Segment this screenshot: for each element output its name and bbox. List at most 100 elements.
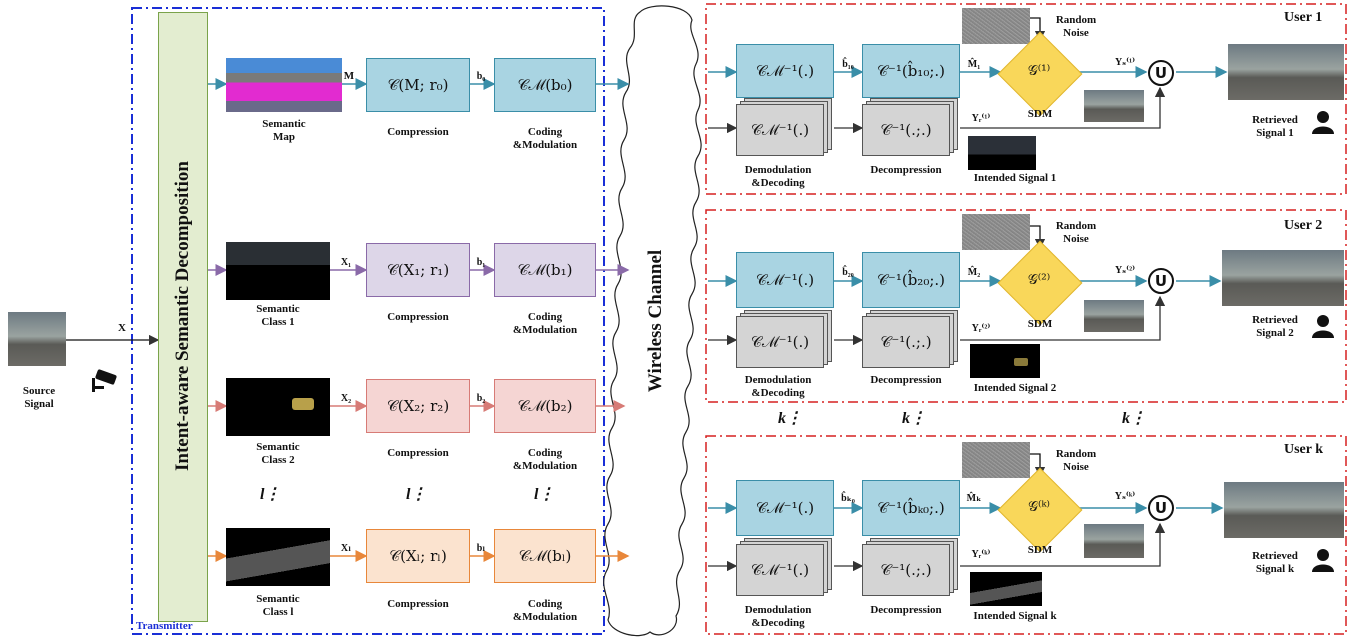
userk-decomp-label: Decompression — [870, 604, 942, 616]
cm-box-2: 𝒞ℳ(b₂) — [494, 379, 596, 433]
compression-label-0: Compression — [387, 126, 449, 138]
userk-intended-label: Intended Signal k — [973, 610, 1057, 622]
userk-yr: Yᵣ⁽ᵏ⁾ — [971, 549, 991, 560]
user2-noise-l1: Random — [1055, 220, 1097, 232]
branch1-in-var: X₁ — [340, 257, 352, 268]
user2-noise-image — [962, 214, 1030, 250]
userk-noise-l2: Noise — [1063, 461, 1089, 473]
user1-retrieved-l1: Retrieved — [1252, 114, 1298, 126]
branch1-img-line2: Class 1 — [261, 316, 295, 328]
coding-label-1-l1: Coding — [527, 311, 563, 323]
user2-decomp-box: 𝒞⁻¹(.;.) — [862, 316, 950, 368]
branchl-img-line2: Class l — [262, 606, 294, 618]
branch2-img-line2: Class 2 — [261, 454, 295, 466]
userk-sdm-label: SDM — [1027, 544, 1053, 556]
source-label-line1: Source — [22, 385, 56, 397]
user2-demod-box: 𝒞ℳ⁻¹(.) — [736, 316, 824, 368]
user2-vehicle-blob — [1014, 358, 1028, 366]
transmitter-frame — [131, 7, 605, 635]
userk-retrieved-l1: Retrieved — [1252, 550, 1298, 562]
user1-retrieved-l2: Signal 1 — [1256, 127, 1294, 139]
user2-c-inv-box: 𝒞⁻¹(b̂₂₀;.) — [862, 252, 960, 308]
userk-demod-box: 𝒞ℳ⁻¹(.) — [736, 544, 824, 596]
userk-bhat: b̂ₖ₀ — [841, 493, 855, 504]
user1-person-icon — [1312, 111, 1334, 134]
branch0-in-var: M — [343, 70, 355, 82]
compress-box-0: 𝒞(M; r₀) — [366, 58, 470, 112]
userk-ys: Yₛ⁽ᵏ⁾ — [1114, 491, 1136, 502]
user1-yr: Yᵣ⁽¹⁾ — [971, 113, 991, 124]
user1-demod-l2: &Decoding — [751, 177, 805, 189]
decomposition-block — [158, 12, 208, 622]
user2-yr: Yᵣ⁽²⁾ — [971, 323, 991, 334]
userk-demod-l1: Demodulation — [744, 604, 812, 616]
vehicle-blob — [292, 398, 314, 410]
user1-noise-l1: Random — [1055, 14, 1097, 26]
user1-decomp-label: Decompression — [870, 164, 942, 176]
branchl-coded-var: bₗ — [476, 543, 486, 554]
userk-union-node: U — [1148, 495, 1174, 521]
compression-label-2: Compression — [387, 447, 449, 459]
branchl-img-line1: Semantic — [256, 593, 300, 605]
branch2-coded-var: b₂ — [476, 393, 486, 404]
branch0-coded-var: b₀ — [476, 71, 486, 82]
cm-box-0: 𝒞ℳ(b₀) — [494, 58, 596, 112]
wireless-channel-label: Wireless Channel — [645, 249, 666, 393]
user2-sdm-output-image — [1084, 300, 1144, 332]
coding-label-l-l2: &Modulation — [512, 611, 578, 623]
compress-box-2: 𝒞(X₂; r₂) — [366, 379, 470, 433]
semantic-class2-image — [226, 378, 330, 436]
branch2-in-var: X₂ — [340, 393, 352, 404]
user2-noise-l2: Noise — [1063, 233, 1089, 245]
user1-bhat: b̂₁₀ — [842, 59, 854, 70]
user1-sdm-label: SDM — [1027, 108, 1053, 120]
user2-demod-l1: Demodulation — [744, 374, 812, 386]
userk-noise-l1: Random — [1055, 448, 1097, 460]
semantic-class1-image — [226, 242, 330, 300]
l-dots-2: l⋮ — [406, 486, 427, 503]
user1-ys: Yₛ⁽¹⁾ — [1114, 57, 1136, 68]
source-label-line2: Signal — [24, 398, 54, 410]
user2-intended-image — [970, 344, 1040, 378]
user2-person-icon — [1312, 315, 1334, 338]
user1-sdm-output-image — [1084, 90, 1144, 122]
user2-intended-label: Intended Signal 2 — [973, 382, 1057, 394]
userk-frame — [705, 435, 1347, 635]
userk-person-icon — [1312, 549, 1334, 572]
user2-cm-inv-box: 𝒞ℳ⁻¹(.) — [736, 252, 834, 308]
user1-mhat: M̂₁ — [967, 59, 981, 70]
branch1-coded-var: b₁ — [476, 257, 486, 268]
user2-retrieved-l2: Signal 2 — [1256, 327, 1294, 339]
k-dots-3: k⋮ — [1122, 410, 1146, 427]
source-var-label: X — [118, 322, 126, 334]
user1-frame — [705, 3, 1347, 195]
user2-retrieved-l1: Retrieved — [1252, 314, 1298, 326]
coding-label-2-l2: &Modulation — [512, 460, 578, 472]
userk-title: User k — [1284, 442, 1324, 457]
coding-label-2-l1: Coding — [527, 447, 563, 459]
user1-demod-box: 𝒞ℳ⁻¹(.) — [736, 104, 824, 156]
user1-retrieved-image — [1228, 44, 1344, 100]
user1-intended-label: Intended Signal 1 — [973, 172, 1057, 184]
user2-decomp-label: Decompression — [870, 374, 942, 386]
user2-sdm-func: 𝒢⁽²⁾ — [1027, 272, 1051, 288]
branch0-img-line2: Map — [273, 131, 295, 143]
user2-frame — [705, 209, 1347, 403]
coding-label-l-l1: Coding — [527, 598, 563, 610]
semantic-map-image — [226, 58, 342, 112]
userk-mhat: M̂ₖ — [966, 493, 982, 504]
userk-sdm-func: 𝒢⁽ᵏ⁾ — [1028, 499, 1050, 515]
user2-ys: Yₛ⁽²⁾ — [1114, 265, 1136, 276]
coding-label-0-l1: Coding — [527, 126, 563, 138]
userk-retrieved-l2: Signal k — [1255, 563, 1295, 575]
wireless-channel-cloud — [603, 5, 702, 637]
user1-demod-l1: Demodulation — [744, 164, 812, 176]
coding-label-1-l2: &Modulation — [512, 324, 578, 336]
branch1-img-line1: Semantic — [256, 303, 300, 315]
user1-union-node: U — [1148, 60, 1174, 86]
userk-retrieved-image — [1224, 482, 1344, 538]
userk-demod-l2: &Decoding — [751, 617, 805, 629]
user2-retrieved-image — [1222, 250, 1344, 306]
user2-title: User 2 — [1284, 218, 1323, 233]
